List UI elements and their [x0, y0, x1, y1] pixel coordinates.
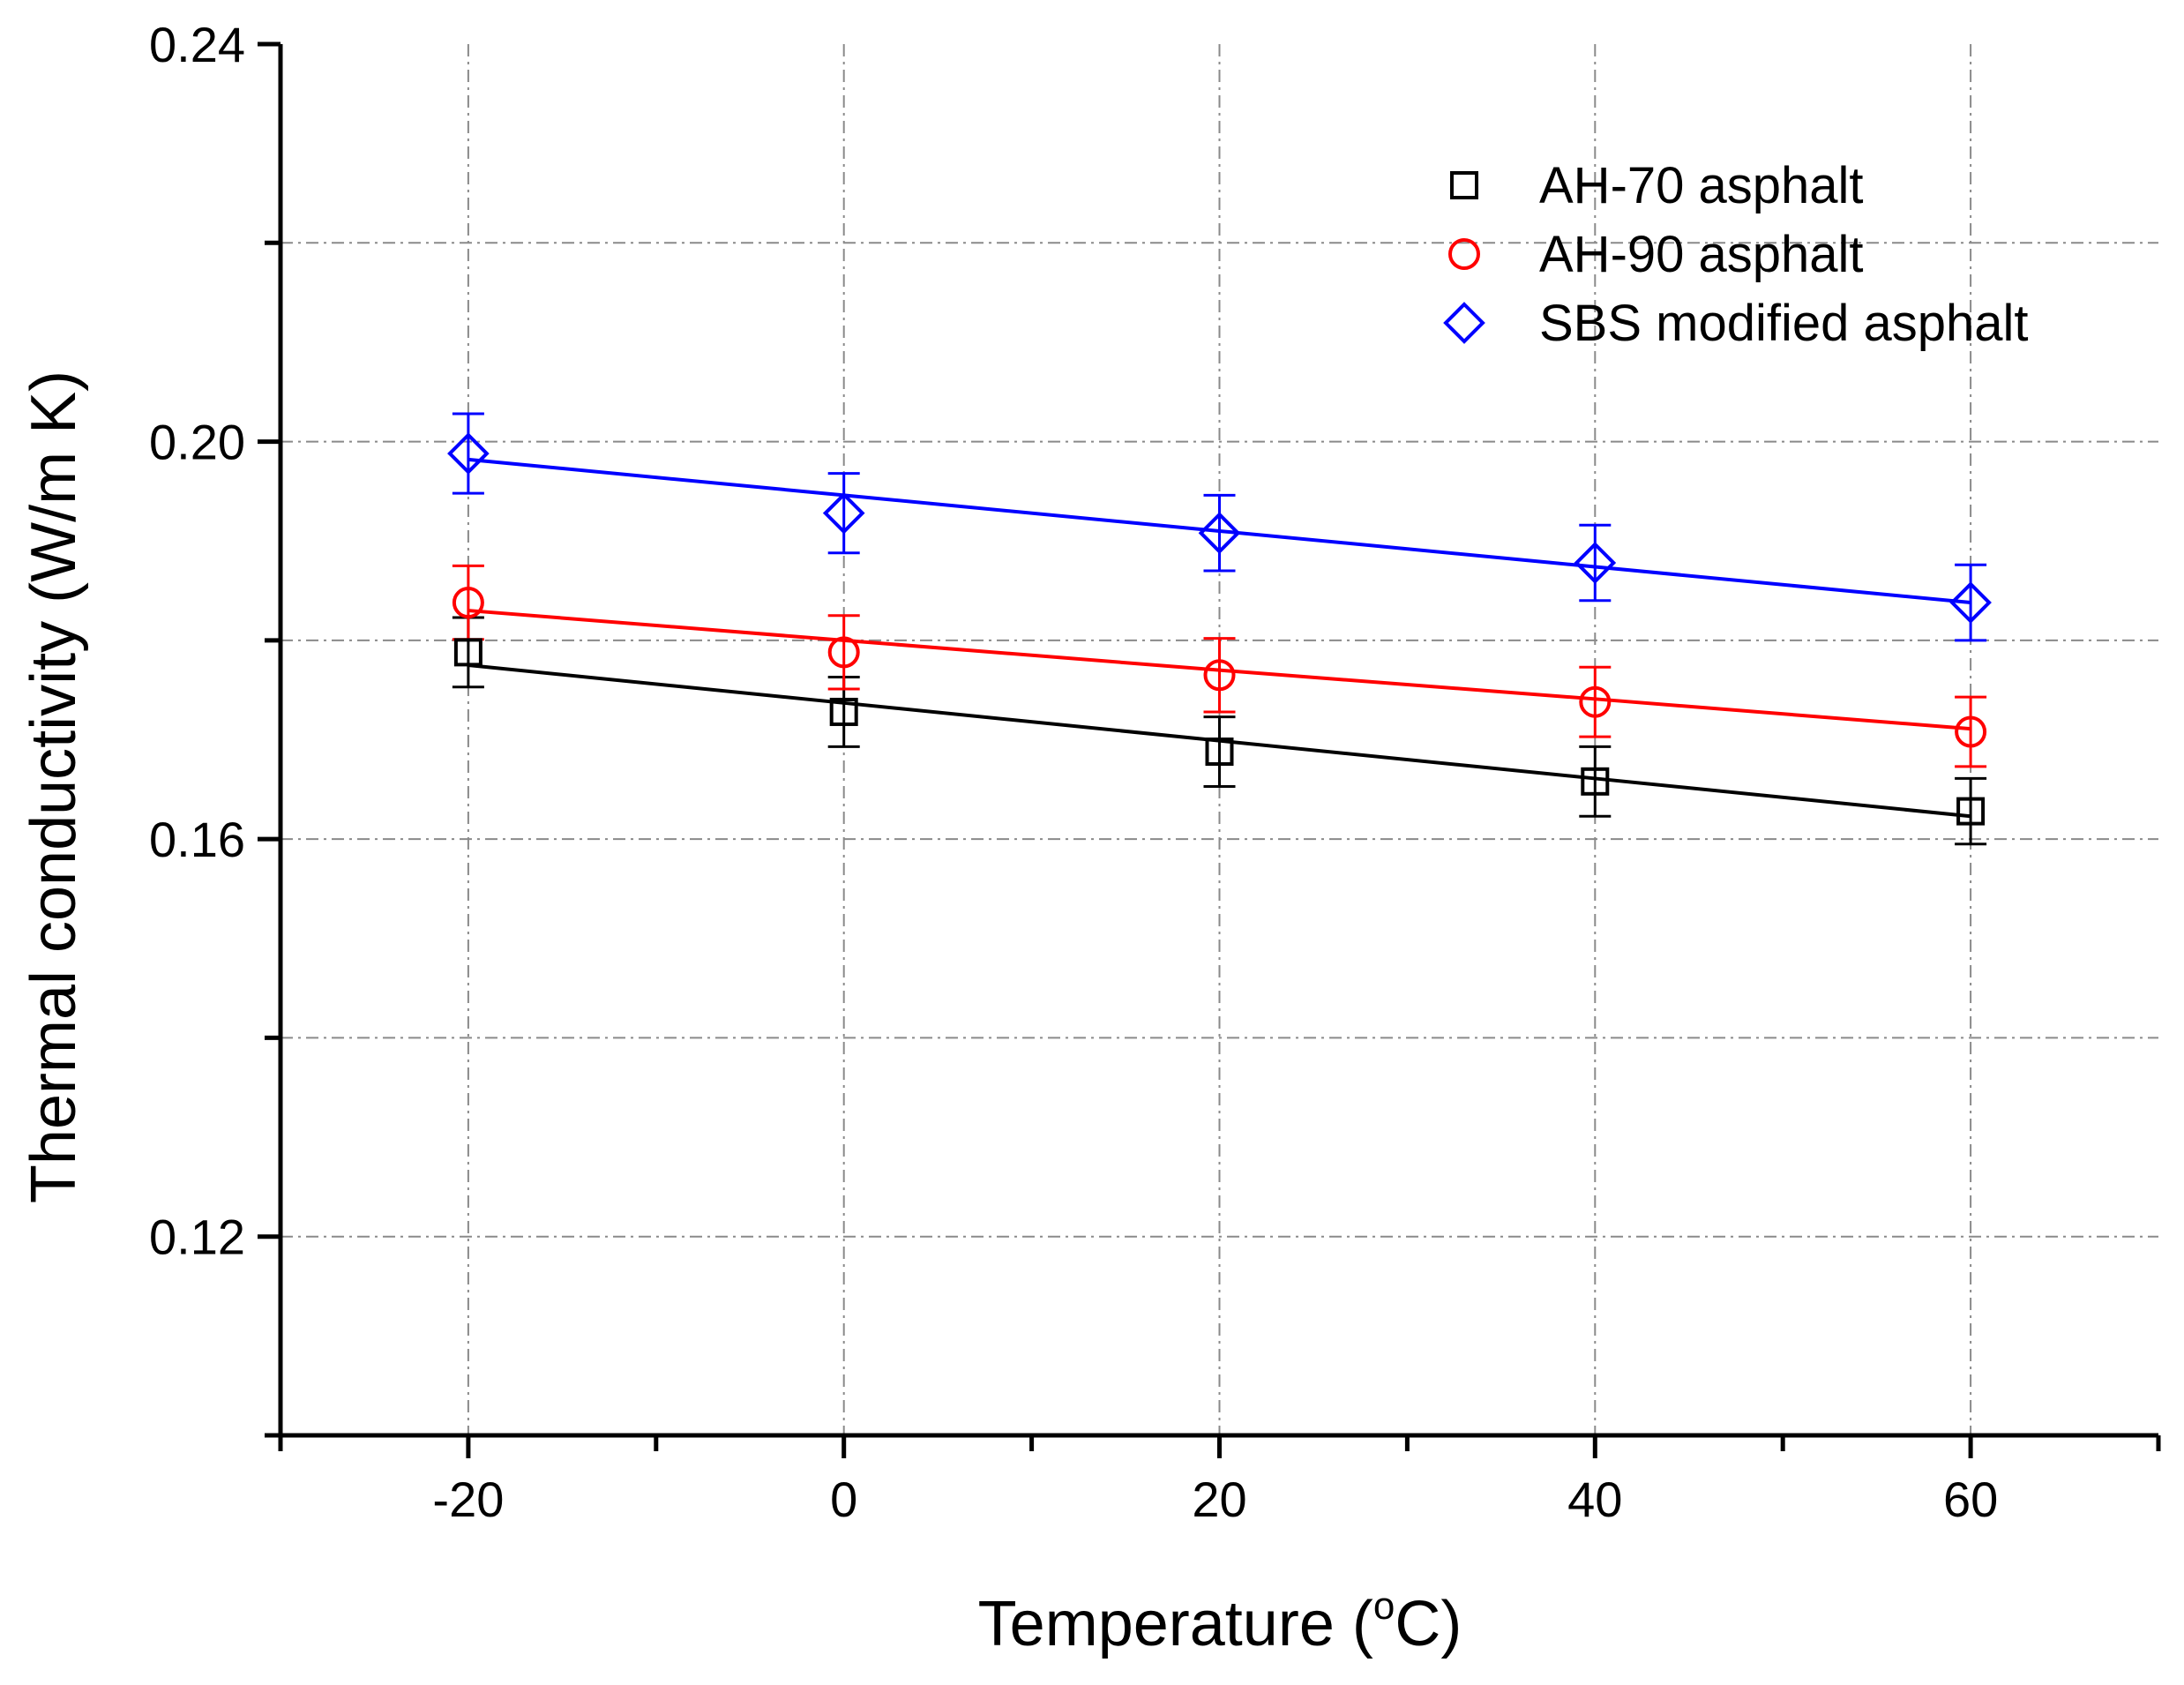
sbs-modified-asphalt-point [1198, 512, 1241, 555]
y-tick-label: 0.16 [149, 812, 245, 867]
x-tick-label: 20 [1192, 1472, 1246, 1527]
ah-70-asphalt-point [1581, 767, 1610, 796]
y-tick-label: 0.24 [149, 17, 245, 72]
ah-70-asphalt-point [829, 697, 858, 726]
y-tick-label: 0.12 [149, 1209, 245, 1265]
marker-layer [447, 432, 1992, 826]
ah-90-asphalt-point [1955, 715, 1987, 748]
x-axis-title-degree: o [1373, 1584, 1395, 1628]
legend-ah-70-asphalt-label: AH-70 asphalt [1539, 157, 1864, 214]
legend-sbs-modified-asphalt-symbol [1443, 302, 1485, 344]
ah-70-asphalt-point [453, 638, 482, 667]
label-layer: -20 0 20 40 60 0.12 0.16 0.20 0.24 [149, 17, 1998, 1527]
y-axis-title: Thermal conductivity (W/m K) [19, 371, 89, 1203]
sbs-modified-asphalt-point [1949, 581, 1992, 624]
ah-70-asphalt-point [1205, 738, 1234, 767]
x-tick-label: 60 [1943, 1472, 1998, 1527]
ah-90-asphalt-point [1203, 659, 1236, 692]
x-axis-title: Temperature (oC) [978, 1584, 1462, 1659]
sbs-modified-asphalt-point [447, 432, 490, 475]
ah-90-asphalt-point [1579, 685, 1612, 718]
x-axis-title-unit: C) [1395, 1589, 1462, 1659]
y-tick-label: 0.20 [149, 415, 245, 470]
legend-sbs-modified-asphalt-label: SBS modified asphalt [1539, 295, 2029, 352]
x-tick-label: -20 [432, 1472, 504, 1527]
legend: AH-70 asphalt AH-90 asphalt SBS modified a… [1443, 157, 2029, 352]
x-axis-title-main: Temperature ( [978, 1589, 1373, 1659]
sbs-modified-asphalt-point [822, 491, 865, 535]
error-layer [452, 412, 1987, 846]
legend-ah-70-asphalt-symbol [1450, 171, 1478, 199]
ah-90-asphalt-point [452, 587, 484, 619]
ah-90-asphalt-point [827, 636, 860, 669]
sbs-modified-asphalt-point [1574, 542, 1617, 584]
x-tick-label: 40 [1567, 1472, 1622, 1527]
axis-layer [258, 41, 2161, 1458]
legend-ah-90-asphalt-symbol [1448, 238, 1480, 270]
ah-70-asphalt-point [1956, 797, 1986, 826]
legend-ah-90-asphalt-label: AH-90 asphalt [1539, 226, 1864, 283]
x-tick-label: 0 [830, 1472, 857, 1527]
